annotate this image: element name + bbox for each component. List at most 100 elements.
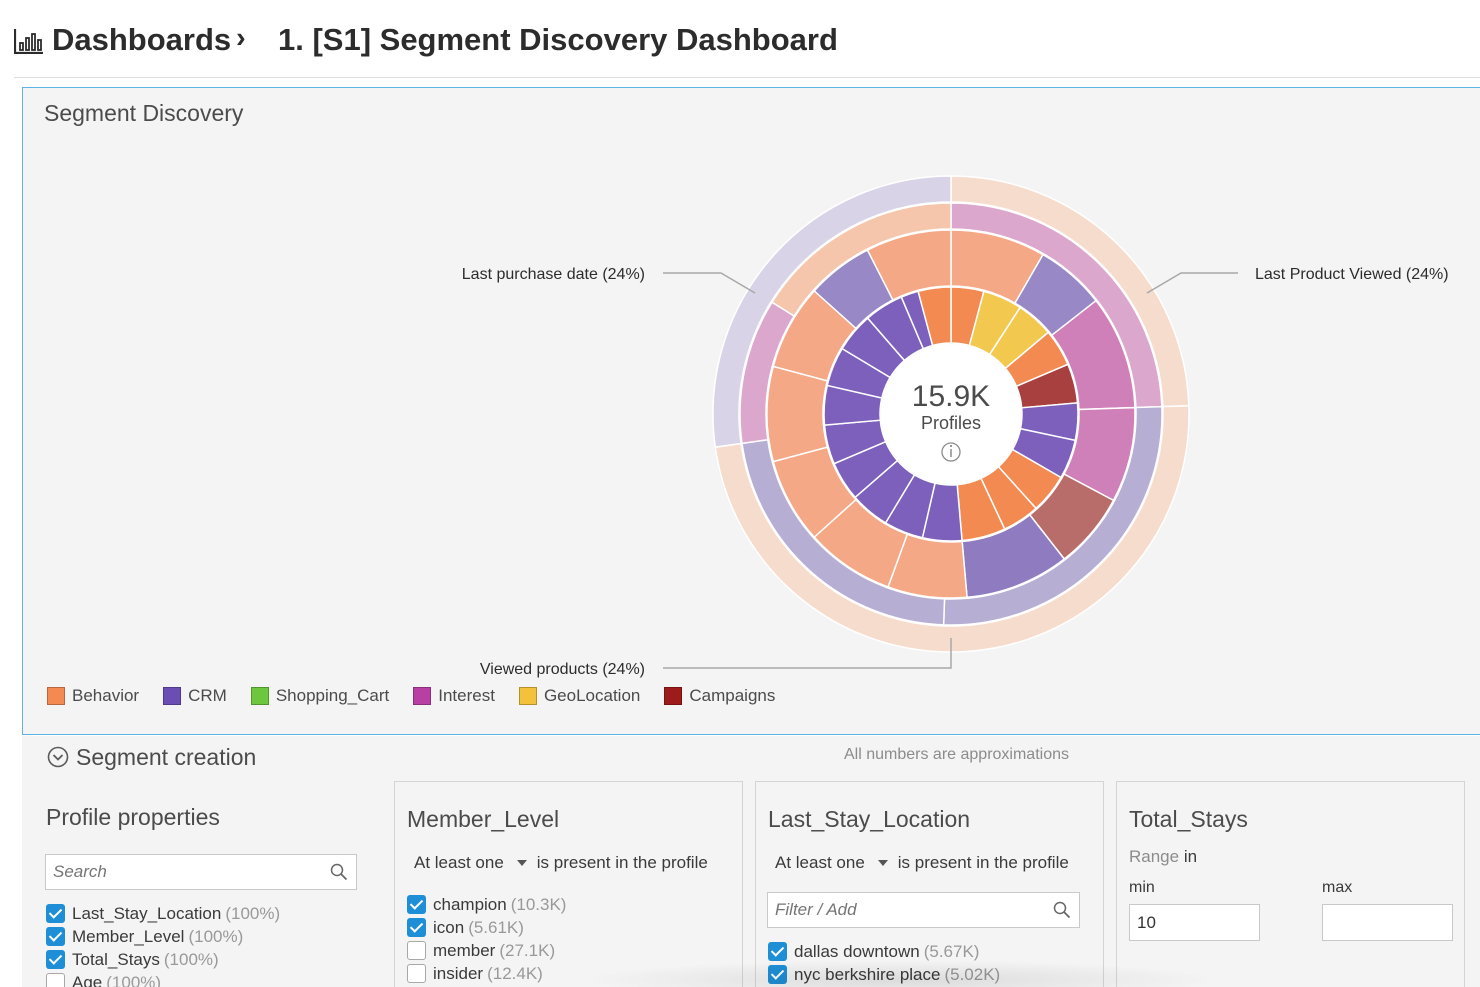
legend-item[interactable]: CRM xyxy=(163,686,227,706)
sunburst-segment[interactable] xyxy=(917,286,952,347)
breadcrumb-dashboards-link[interactable]: Dashboards xyxy=(52,22,232,57)
approximation-note: All numbers are approximations xyxy=(844,746,1069,763)
search-input[interactable] xyxy=(46,855,316,889)
last-stay-location-options: dallas downtown (5.67K) nyc berkshire plac… xyxy=(768,940,1000,986)
range-word: Range xyxy=(1129,847,1180,866)
filter-add-input[interactable] xyxy=(768,893,1038,927)
segment-discovery-title: Segment Discovery xyxy=(44,100,244,126)
legend-item[interactable]: Behavior xyxy=(47,686,139,706)
checkbox-option[interactable]: insider (12.4K) xyxy=(407,962,566,985)
option-count: (10.3K) xyxy=(510,894,567,914)
checkbox-unchecked[interactable] xyxy=(407,941,426,960)
option-label: Total_Stays xyxy=(72,949,160,969)
legend-swatch xyxy=(163,687,182,705)
option-label: Member_Level xyxy=(72,926,185,946)
legend-item[interactable]: Campaigns xyxy=(664,686,775,706)
checkbox-option[interactable]: icon (5.61K) xyxy=(407,916,566,939)
search-icon[interactable] xyxy=(330,863,348,881)
callout-line-bottom xyxy=(663,638,952,669)
chevron-circle-icon[interactable] xyxy=(47,746,69,768)
option-label: Age xyxy=(72,972,103,987)
sunburst-segment[interactable] xyxy=(712,175,952,448)
legend-item[interactable]: Shopping_Cart xyxy=(250,686,389,706)
sunburst-segment[interactable] xyxy=(866,229,952,301)
checkbox-option[interactable]: Age (100%) xyxy=(46,971,280,987)
legend-item[interactable]: Interest xyxy=(413,686,495,706)
legend-swatch xyxy=(664,687,683,705)
checkbox-option[interactable]: Total_Stays (100%) xyxy=(46,948,280,971)
option-count: (100%) xyxy=(188,926,244,946)
checkbox-checked[interactable] xyxy=(46,950,65,969)
profile-properties-title: Profile properties xyxy=(46,804,220,830)
checkbox-checked[interactable] xyxy=(768,965,787,984)
location-filter[interactable] xyxy=(767,892,1080,928)
callout-last-purchase-date: Last purchase date (24%) xyxy=(462,266,645,283)
search-icon[interactable] xyxy=(1053,901,1071,919)
legend-swatch xyxy=(518,687,537,705)
checkbox-unchecked[interactable] xyxy=(46,973,65,987)
checkbox-option[interactable]: member (27.1K) xyxy=(407,939,566,962)
option-count: (100%) xyxy=(225,903,281,923)
option-label: insider xyxy=(433,963,484,983)
profile-properties-list: Last_Stay_Location (100%) Member_Level (100… xyxy=(46,902,280,987)
min-label: min xyxy=(1129,879,1155,896)
legend-label: Interest xyxy=(438,686,495,705)
option-count: (5.61K) xyxy=(468,917,524,937)
option-count: (100%) xyxy=(163,949,219,969)
max-label: max xyxy=(1322,879,1353,896)
legend-label: Behavior xyxy=(72,686,140,705)
total-stays-title: Total_Stays xyxy=(1129,806,1248,832)
sunburst-segment[interactable] xyxy=(766,365,829,463)
caret-down-icon[interactable] xyxy=(516,860,527,866)
option-count: (5.02K) xyxy=(944,964,1001,984)
page-header: Dashboards › 1. [S1] Segment Discovery D… xyxy=(0,0,1480,80)
legend-swatch xyxy=(413,687,432,705)
checkbox-option[interactable]: Member_Level (100%) xyxy=(46,925,280,948)
checkbox-option[interactable]: champion (10.3K) xyxy=(407,893,566,916)
option-count: (12.4K) xyxy=(487,963,543,983)
sunburst-segment[interactable] xyxy=(771,202,952,317)
chart-legend: Behavior CRM Shopping_Cart Interest GeoLocat… xyxy=(47,685,799,707)
option-label: Last_Stay_Location xyxy=(72,903,222,923)
last-stay-location-condition: At least one is present in the profile xyxy=(775,853,1069,873)
segment-creation-section: Segment creation All numbers are approxi… xyxy=(22,736,1480,987)
legend-label: Campaigns xyxy=(689,686,776,705)
option-label: nyc berkshire place xyxy=(794,964,941,984)
callout-line-right xyxy=(1146,272,1238,294)
option-label: member xyxy=(433,940,496,960)
checkbox-option[interactable]: dallas downtown (5.67K) xyxy=(768,940,1000,963)
sunburst-chart[interactable]: Last purchase date (24%) Last Product Vi… xyxy=(23,88,1480,728)
legend-item[interactable]: GeoLocation xyxy=(518,686,640,706)
member-level-title: Member_Level xyxy=(407,806,560,832)
checkbox-checked[interactable] xyxy=(407,918,426,937)
profile-properties-search[interactable] xyxy=(45,854,357,890)
legend-swatch xyxy=(47,687,65,705)
checkbox-unchecked[interactable] xyxy=(407,964,426,983)
qualifier-dropdown[interactable]: At least one xyxy=(414,853,504,872)
range-in-word: in xyxy=(1183,847,1198,866)
segment-discovery-panel: Segment Discovery Last purchase date (24… xyxy=(22,87,1480,735)
caret-down-icon[interactable] xyxy=(877,860,888,866)
info-icon[interactable] xyxy=(941,442,961,462)
sunburst-center xyxy=(881,344,1021,484)
segment-creation-title[interactable]: Segment creation xyxy=(76,744,257,770)
checkbox-checked[interactable] xyxy=(46,904,65,923)
option-count: (5.67K) xyxy=(923,941,980,961)
last-stay-location-card: Last_Stay_Location At least one is prese… xyxy=(755,781,1104,987)
qualifier-dropdown[interactable]: At least one xyxy=(775,853,865,872)
checkbox-checked[interactable] xyxy=(46,927,65,946)
bar-chart-icon xyxy=(14,29,43,54)
checkbox-option[interactable]: Last_Stay_Location (100%) xyxy=(46,902,280,925)
total-stays-card: Total_Stays Range in min max xyxy=(1116,781,1465,987)
checkbox-checked[interactable] xyxy=(768,942,787,961)
last-stay-location-title: Last_Stay_Location xyxy=(768,806,971,832)
checkbox-option[interactable]: nyc berkshire place (5.02K) xyxy=(768,963,1000,986)
max-input[interactable] xyxy=(1322,904,1453,941)
checkbox-checked[interactable] xyxy=(407,895,426,914)
option-label: champion xyxy=(433,894,507,914)
option-count: (27.1K) xyxy=(499,940,556,960)
min-input[interactable] xyxy=(1129,904,1260,941)
legend-label: CRM xyxy=(188,686,227,705)
header-divider xyxy=(14,77,1480,78)
condition-text: is present in the profile xyxy=(536,853,708,872)
